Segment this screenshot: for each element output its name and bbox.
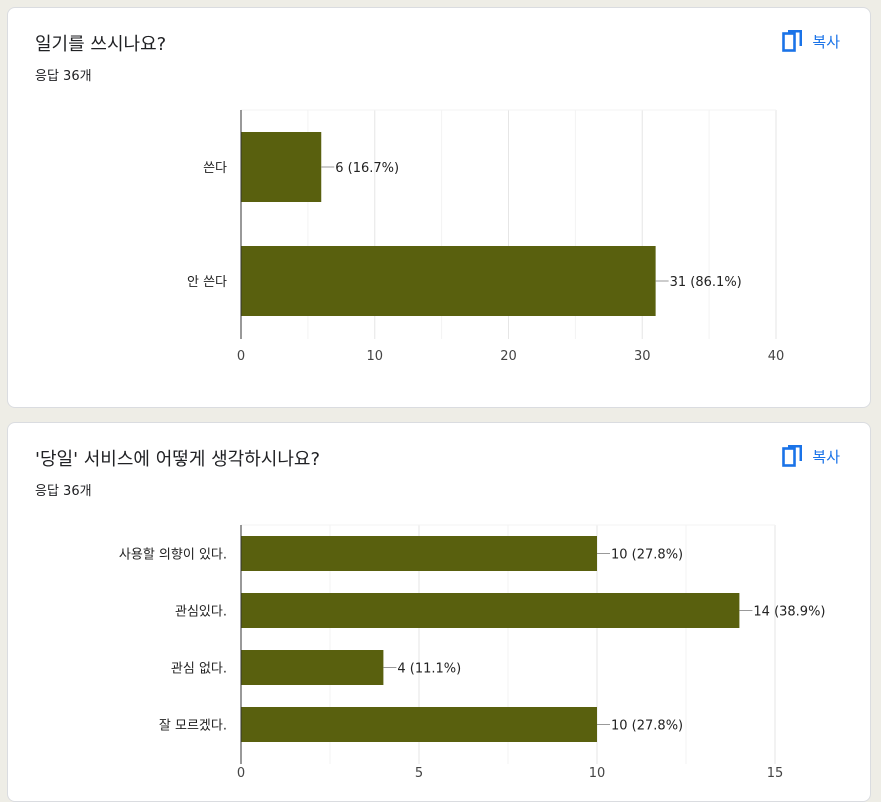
x-tick-label: 0 [237,349,245,364]
bar [241,593,740,628]
data-label: 14 (38.9%) [753,605,825,620]
x-tick-label: 5 [415,766,423,781]
data-label: 31 (86.1%) [670,275,742,290]
category-label: 사용할 의향이 있다. [119,548,227,563]
copy-button[interactable]: 복사 [782,27,840,55]
x-tick-label: 20 [500,349,517,364]
bar [241,246,656,316]
category-label: 쓴다 [203,161,227,176]
bar [241,536,597,571]
data-label: 10 (27.8%) [611,719,683,734]
category-label: 잘 모르겠다. [159,719,227,734]
x-tick-label: 40 [768,349,785,364]
data-label: 6 (16.7%) [335,161,399,176]
question-title: '당일' 서비스에 어떻게 생각하시나요? [35,449,321,470]
bar [241,650,384,685]
x-tick-label: 0 [237,766,245,781]
category-label: 안 쓴다 [187,275,227,290]
copy-button[interactable]: 복사 [782,442,840,470]
question-card-service: '당일' 서비스에 어떻게 생각하시나요? 응답 36개 복사 0 5 10 15 사용… [7,422,871,802]
copy-label: 복사 [812,32,840,51]
copy-icon [782,445,803,467]
x-tick-label: 10 [366,349,383,364]
category-label: 관심있다. [175,605,227,620]
bar [241,132,322,202]
data-label: 10 (27.8%) [611,548,683,563]
x-tick-label: 30 [634,349,651,364]
data-label: 4 (11.1%) [397,662,461,677]
response-count: 응답 36개 [35,69,92,84]
category-label: 관심 없다. [171,662,227,677]
x-tick-label: 10 [589,766,606,781]
bar [241,707,597,742]
response-count: 응답 36개 [35,484,92,499]
x-tick-label: 15 [767,766,784,781]
copy-label: 복사 [812,447,840,466]
bar-chart-service: 0 5 10 15 사용할 의향이 있다. 10 (27.8%) 관심있다. 14 (38.9… [119,524,826,781]
copy-icon [782,30,803,52]
bar-chart-diary: 0 10 20 30 40 쓴다 6 (16.7%) 안 쓴다 31 (86.1%) [187,109,785,364]
question-title: 일기를 쓰시나요? [35,34,167,55]
question-card-diary: 일기를 쓰시나요? 응답 36개 복사 0 10 20 30 40 쓴다 6 (16.7%)… [7,7,871,408]
